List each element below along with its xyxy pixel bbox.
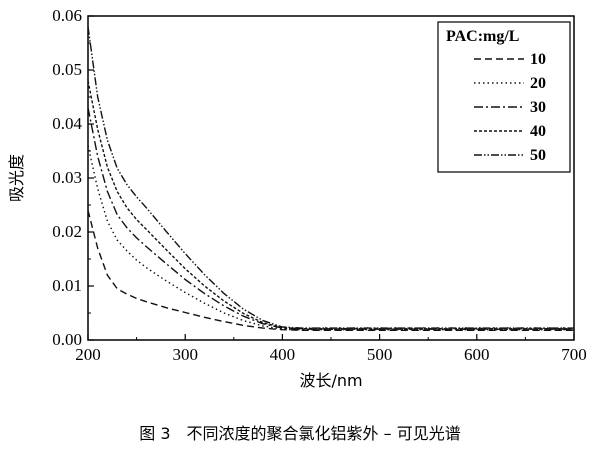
series-line-40 [87,80,574,330]
legend-label-40: 40 [530,123,546,140]
y-tick-label: 0.00 [52,330,82,349]
x-tick-label: 600 [464,345,490,364]
series-lines [87,26,574,331]
series-line-30 [87,107,574,330]
legend-label-30: 30 [530,99,546,116]
y-axis-label: 吸光度 [7,154,26,202]
x-axis-label: 波长/nm [299,371,362,390]
y-tick-label: 0.02 [52,222,82,241]
series-line-10 [87,210,574,331]
axis-ticks: 200 300 400 500 600 700 0.00 0.01 0.02 0.03 0.04 0.… [52,6,587,364]
x-tick-label: 700 [561,345,587,364]
x-tick-label: 500 [367,345,393,364]
y-tick-label: 0.01 [52,276,82,295]
y-tick-label: 0.05 [52,60,82,79]
series-line-20 [87,145,574,331]
figure-caption: 图 3 不同浓度的聚合氯化铝紫外 – 可见光谱 [139,424,461,443]
y-tick-label: 0.06 [52,6,82,25]
legend-title: PAC:mg/L [446,28,519,45]
x-tick-label: 200 [75,345,101,364]
legend-label-10: 10 [530,51,546,68]
legend-label-20: 20 [530,75,546,92]
legend-label-50: 50 [530,147,546,164]
legend: PAC:mg/L 10 20 30 40 50 [437,21,571,173]
legend-box [437,21,571,173]
baseline-noise [311,327,572,331]
y-tick-label: 0.03 [52,168,82,187]
x-tick-label: 300 [172,345,198,364]
uv-vis-line-chart: 200 300 400 500 600 700 0.00 0.01 0.02 0.03 0.04 0.… [7,6,587,390]
x-tick-label: 400 [270,345,296,364]
y-tick-label: 0.04 [52,114,82,133]
